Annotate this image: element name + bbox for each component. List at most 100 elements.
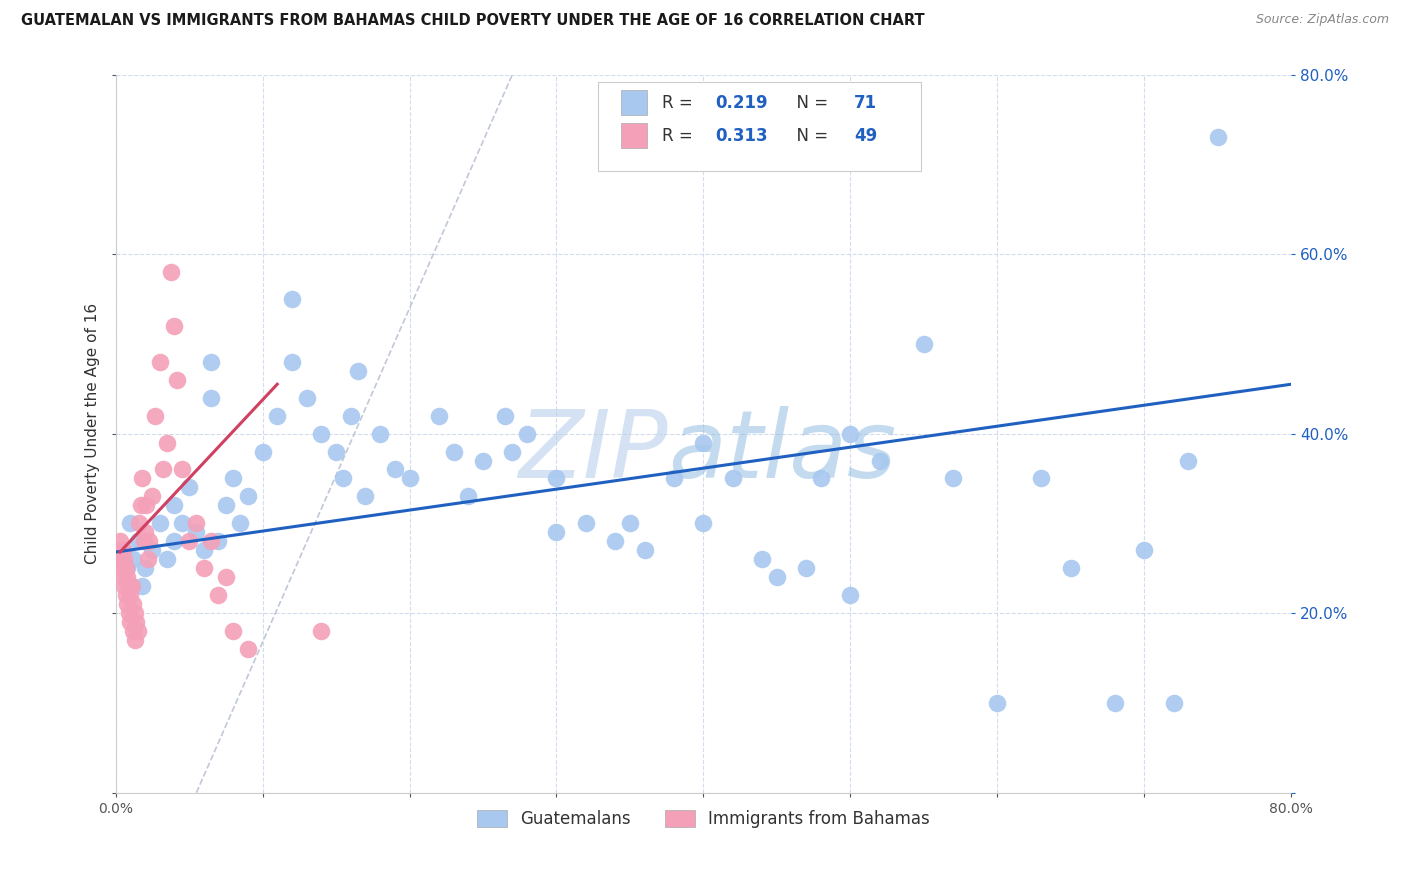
- Point: [149, 516, 172, 531]
- Point: [794, 561, 817, 575]
- Point: [121, 579, 143, 593]
- Point: [149, 355, 172, 369]
- Point: [1133, 543, 1156, 558]
- Point: [152, 462, 174, 476]
- Point: [122, 552, 145, 566]
- Point: [912, 336, 935, 351]
- Point: [115, 588, 138, 602]
- Point: [516, 426, 538, 441]
- Point: [120, 588, 142, 602]
- Point: [141, 490, 163, 504]
- Text: N =: N =: [786, 94, 834, 112]
- Point: [120, 615, 142, 629]
- Point: [193, 543, 215, 558]
- Point: [281, 355, 304, 369]
- Point: [295, 391, 318, 405]
- Point: [1104, 696, 1126, 710]
- Point: [1163, 696, 1185, 710]
- Point: [127, 534, 149, 549]
- Text: R =: R =: [662, 94, 699, 112]
- Point: [143, 409, 166, 423]
- Point: [160, 265, 183, 279]
- Point: [721, 471, 744, 485]
- Point: [472, 453, 495, 467]
- Point: [354, 490, 377, 504]
- Point: [546, 525, 568, 540]
- Point: [177, 480, 200, 494]
- Point: [222, 624, 245, 638]
- Point: [156, 552, 179, 566]
- Point: [1206, 130, 1229, 145]
- Point: [117, 570, 139, 584]
- Point: [108, 534, 131, 549]
- Text: 0.313: 0.313: [716, 127, 768, 145]
- Point: [127, 624, 149, 638]
- Point: [132, 534, 155, 549]
- Point: [575, 516, 598, 531]
- Text: 71: 71: [853, 94, 877, 112]
- FancyBboxPatch shape: [598, 82, 921, 171]
- Point: [111, 543, 134, 558]
- Point: [141, 543, 163, 558]
- Point: [125, 615, 148, 629]
- Point: [135, 499, 157, 513]
- Point: [281, 292, 304, 306]
- Point: [692, 516, 714, 531]
- Point: [942, 471, 965, 485]
- Y-axis label: Child Poverty Under the Age of 16: Child Poverty Under the Age of 16: [86, 303, 100, 564]
- Point: [115, 561, 138, 575]
- Point: [131, 471, 153, 485]
- Point: [120, 516, 142, 531]
- Point: [368, 426, 391, 441]
- Point: [501, 444, 523, 458]
- Point: [200, 355, 222, 369]
- Text: GUATEMALAN VS IMMIGRANTS FROM BAHAMAS CHILD POVERTY UNDER THE AGE OF 16 CORRELAT: GUATEMALAN VS IMMIGRANTS FROM BAHAMAS CH…: [21, 13, 925, 29]
- Point: [986, 696, 1008, 710]
- Point: [122, 624, 145, 638]
- Point: [112, 579, 135, 593]
- Text: Source: ZipAtlas.com: Source: ZipAtlas.com: [1256, 13, 1389, 27]
- Point: [236, 490, 259, 504]
- Point: [215, 570, 238, 584]
- Point: [766, 570, 789, 584]
- Point: [193, 561, 215, 575]
- Point: [325, 444, 347, 458]
- Point: [810, 471, 832, 485]
- Point: [229, 516, 252, 531]
- FancyBboxPatch shape: [621, 122, 647, 148]
- Text: 49: 49: [853, 127, 877, 145]
- Point: [494, 409, 516, 423]
- Text: N =: N =: [786, 127, 834, 145]
- Point: [129, 499, 152, 513]
- Point: [662, 471, 685, 485]
- Point: [163, 318, 186, 333]
- Text: atlas: atlas: [668, 406, 897, 497]
- Point: [236, 642, 259, 657]
- Point: [107, 543, 129, 558]
- Point: [311, 426, 333, 441]
- Point: [266, 409, 288, 423]
- Point: [200, 391, 222, 405]
- Point: [384, 462, 406, 476]
- Point: [347, 364, 370, 378]
- Point: [311, 624, 333, 638]
- Text: 0.219: 0.219: [716, 94, 768, 112]
- Point: [1177, 453, 1199, 467]
- Point: [122, 597, 145, 611]
- Point: [186, 525, 208, 540]
- Point: [427, 409, 450, 423]
- Point: [111, 543, 134, 558]
- Point: [110, 561, 132, 575]
- Point: [118, 606, 141, 620]
- Point: [457, 490, 479, 504]
- Point: [128, 516, 150, 531]
- Point: [751, 552, 773, 566]
- Point: [1031, 471, 1053, 485]
- Point: [839, 426, 862, 441]
- Point: [163, 534, 186, 549]
- Point: [398, 471, 420, 485]
- Point: [118, 579, 141, 593]
- Point: [222, 471, 245, 485]
- Point: [605, 534, 627, 549]
- Point: [619, 516, 641, 531]
